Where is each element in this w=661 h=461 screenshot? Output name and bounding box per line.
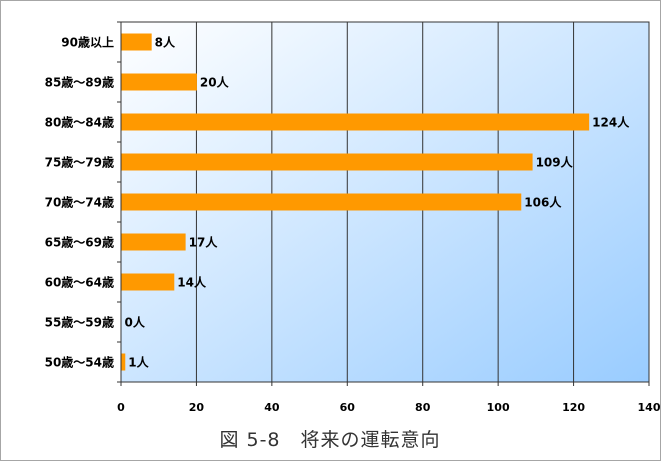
category-label-3: 80歳～84歳: [45, 115, 114, 130]
x-tick-label-20: 20: [189, 401, 205, 414]
data-label-value: 14: [177, 276, 194, 290]
data-label-value: 0: [125, 316, 133, 330]
bar-6: [121, 233, 186, 251]
bar-1: [121, 33, 152, 51]
data-label-2: 20人: [200, 75, 230, 90]
value-axis: 0 20 40 60 80 100 120 140: [117, 382, 661, 414]
data-label-value: 106: [524, 196, 549, 210]
data-label-value: 124: [592, 116, 617, 130]
data-label-value: 109: [536, 156, 561, 170]
x-tick-label-100: 100: [487, 401, 510, 414]
bar-3: [121, 113, 590, 131]
data-label-5: 106人: [524, 195, 562, 210]
x-tick-label-80: 80: [415, 401, 431, 414]
category-label-5: 70歳～74歳: [45, 195, 114, 210]
data-label-unit: 人: [137, 355, 150, 370]
data-label-4: 109人: [536, 155, 574, 170]
bar-2: [121, 73, 197, 91]
data-label-8: 0人: [125, 315, 146, 330]
x-tick-label-140: 140: [638, 401, 661, 414]
category-label-2: 85歳～89歳: [45, 75, 114, 90]
category-axis: 90歳以上 85歳～89歳 80歳～84歳 75歳～79歳 70歳～74歳 65歳～69歳…: [45, 21, 121, 383]
data-label-unit: 人: [617, 115, 630, 130]
category-label-8: 55歳～59歳: [45, 315, 114, 330]
category-label-7: 60歳～64歳: [45, 275, 114, 290]
data-label-value: 1: [128, 356, 136, 370]
data-label-value: 17: [189, 236, 206, 250]
x-tick-label-120: 120: [562, 401, 585, 414]
category-label-6: 65歳～69歳: [45, 235, 114, 250]
data-label-9: 1人: [128, 355, 149, 370]
data-label-7: 14人: [177, 275, 207, 290]
data-label-value: 20: [200, 76, 217, 90]
bar-4: [121, 153, 533, 171]
chart-caption: 図 5-8 将来の運転意向: [219, 429, 440, 451]
data-label-unit: 人: [163, 35, 176, 50]
data-label-unit: 人: [549, 195, 562, 210]
data-label-6: 17人: [189, 235, 219, 250]
bars: [121, 33, 590, 371]
x-tick-label-0: 0: [117, 401, 125, 414]
data-label-1: 8人: [155, 35, 176, 50]
bar-7: [121, 273, 175, 291]
data-label-unit: 人: [194, 275, 207, 290]
bar-9: [121, 353, 126, 371]
x-tick-label-60: 60: [340, 401, 356, 414]
data-label-3: 124人: [592, 115, 630, 130]
data-label-unit: 人: [561, 155, 574, 170]
category-label-4: 75歳～79歳: [45, 155, 114, 170]
data-label-unit: 人: [205, 235, 218, 250]
x-tick-label-40: 40: [264, 401, 280, 414]
category-label-1: 90歳以上: [61, 35, 114, 50]
category-label-9: 50歳～54歳: [45, 355, 114, 370]
bar-5: [121, 193, 522, 211]
data-label-unit: 人: [217, 75, 230, 90]
plot-border: [120, 21, 650, 383]
data-label-unit: 人: [133, 315, 146, 330]
data-label-value: 8: [155, 36, 163, 50]
